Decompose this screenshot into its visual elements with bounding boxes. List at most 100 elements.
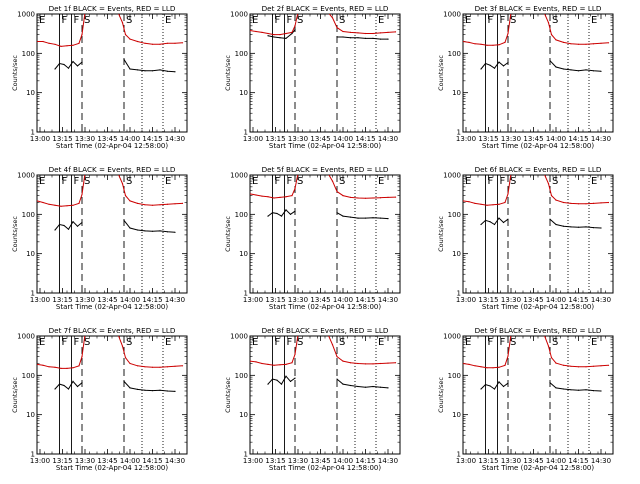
panel-title: Det 8f BLACK = Events, RED = LLD bbox=[262, 326, 389, 335]
data-point-lld bbox=[124, 195, 127, 197]
data-point-lld bbox=[267, 363, 269, 365]
data-point-events bbox=[285, 37, 287, 40]
x-axis-label: Start Time (02-Apr-04 12:58:00) bbox=[482, 464, 594, 472]
data-point-events bbox=[174, 71, 176, 73]
x-tick-label: 13:45 bbox=[97, 296, 117, 304]
y-axis-label: Counts/sec bbox=[437, 377, 445, 413]
y-tick-label: 100 bbox=[22, 372, 35, 380]
marker-label-E: E bbox=[591, 176, 597, 187]
data-point-lld bbox=[600, 202, 602, 204]
data-point-lld bbox=[66, 367, 68, 369]
data-point-lld bbox=[261, 31, 263, 33]
series-line-events bbox=[123, 381, 176, 392]
data-point-lld bbox=[463, 200, 464, 202]
data-point-lld bbox=[255, 361, 257, 363]
data-point-events bbox=[123, 58, 125, 61]
panel-det-9: Det 9f BLACK = Events, RED = LLD 1 10 100 10… bbox=[437, 326, 614, 472]
panel-title: Det 5f BLACK = Events, RED = LLD bbox=[262, 165, 389, 174]
x-tick-label: 14:00 bbox=[333, 457, 353, 465]
data-point-lld bbox=[331, 17, 334, 19]
x-tick-label: 14:00 bbox=[546, 457, 566, 465]
y-tick-label: 1000 bbox=[17, 333, 35, 341]
data-point-events bbox=[72, 380, 74, 382]
x-tick-label: 14:30 bbox=[165, 296, 185, 304]
marker-label-E: E bbox=[39, 337, 45, 348]
data-point-events bbox=[498, 381, 500, 383]
x-tick-label: 13:00 bbox=[243, 296, 263, 304]
data-point-events bbox=[502, 385, 505, 388]
data-point-lld bbox=[151, 204, 154, 206]
marker-label-S: S bbox=[510, 15, 516, 26]
data-point-events bbox=[81, 61, 83, 63]
data-point-lld bbox=[273, 197, 275, 199]
data-point-lld bbox=[607, 201, 610, 204]
x-tick-label: 14:15 bbox=[142, 135, 162, 143]
x-tick-label: 14:00 bbox=[333, 296, 353, 304]
data-point-events bbox=[600, 390, 602, 392]
data-point-lld bbox=[60, 205, 62, 207]
data-point-events bbox=[489, 385, 491, 387]
data-point-lld bbox=[279, 34, 281, 36]
data-point-events bbox=[76, 385, 79, 388]
data-point-lld bbox=[129, 362, 131, 365]
series-line-events bbox=[123, 59, 176, 73]
y-axis-label: Counts/sec bbox=[224, 55, 232, 91]
panel-det-6: Det 6f BLACK = Events, RED = LLD 1 10 100 10… bbox=[437, 165, 614, 311]
data-point-lld bbox=[181, 42, 184, 44]
data-point-events bbox=[273, 36, 275, 38]
marker-label-F: F bbox=[62, 176, 68, 187]
data-point-lld bbox=[42, 201, 44, 204]
data-point-events bbox=[364, 217, 367, 219]
data-point-lld bbox=[379, 32, 382, 34]
data-point-lld bbox=[78, 42, 80, 44]
x-tick-label: 14:00 bbox=[546, 135, 566, 143]
x-tick-label: 14:30 bbox=[378, 135, 398, 143]
data-point-events bbox=[555, 66, 557, 68]
y-tick-label: 1 bbox=[31, 129, 35, 137]
x-tick-label: 13:45 bbox=[523, 296, 543, 304]
y-axis-label: Counts/sec bbox=[11, 216, 19, 252]
y-tick-label: 1 bbox=[244, 129, 248, 137]
data-point-events bbox=[67, 67, 70, 69]
data-point-events bbox=[151, 390, 154, 392]
marker-label-F: F bbox=[500, 176, 506, 187]
panel-det-7: Det 7f BLACK = Events, RED = LLD 1 10 100 10… bbox=[11, 326, 188, 472]
data-point-events bbox=[285, 375, 287, 377]
panel-title: Det 1f BLACK = Events, RED = LLD bbox=[49, 4, 176, 13]
series-group bbox=[463, 14, 610, 72]
marker-label-F: F bbox=[488, 15, 494, 26]
y-axis-label: Counts/sec bbox=[11, 377, 19, 413]
marker-label-E: E bbox=[591, 337, 597, 348]
data-point-events bbox=[570, 226, 572, 228]
data-point-events bbox=[493, 388, 496, 390]
x-tick-label: 13:45 bbox=[310, 296, 330, 304]
y-tick-label: 10 bbox=[26, 411, 35, 419]
y-tick-label: 10 bbox=[452, 89, 461, 97]
data-point-events bbox=[372, 217, 374, 219]
data-point-lld bbox=[285, 363, 287, 365]
data-point-lld bbox=[486, 367, 488, 369]
data-point-events bbox=[600, 227, 602, 229]
x-tick-label: 14:15 bbox=[568, 296, 588, 304]
data-point-events bbox=[174, 390, 176, 392]
data-point-events bbox=[76, 225, 79, 227]
data-point-lld bbox=[136, 40, 139, 43]
x-tick-label: 14:00 bbox=[120, 457, 140, 465]
marker-label-S: S bbox=[339, 15, 345, 26]
marker-label-E: E bbox=[378, 337, 384, 348]
data-point-events bbox=[372, 37, 374, 40]
y-tick-label: 100 bbox=[235, 372, 248, 380]
data-point-lld bbox=[174, 365, 176, 367]
data-point-events bbox=[549, 382, 551, 384]
marker-label-E: E bbox=[39, 176, 45, 187]
series-group bbox=[463, 175, 610, 229]
data-point-lld bbox=[250, 193, 251, 195]
data-point-events bbox=[484, 384, 487, 386]
data-point-events bbox=[129, 387, 131, 389]
data-point-events bbox=[294, 29, 296, 31]
data-point-lld bbox=[379, 197, 382, 199]
x-tick-label: 13:15 bbox=[265, 457, 285, 465]
data-point-events bbox=[364, 386, 367, 388]
marker-label-S: S bbox=[297, 337, 303, 348]
